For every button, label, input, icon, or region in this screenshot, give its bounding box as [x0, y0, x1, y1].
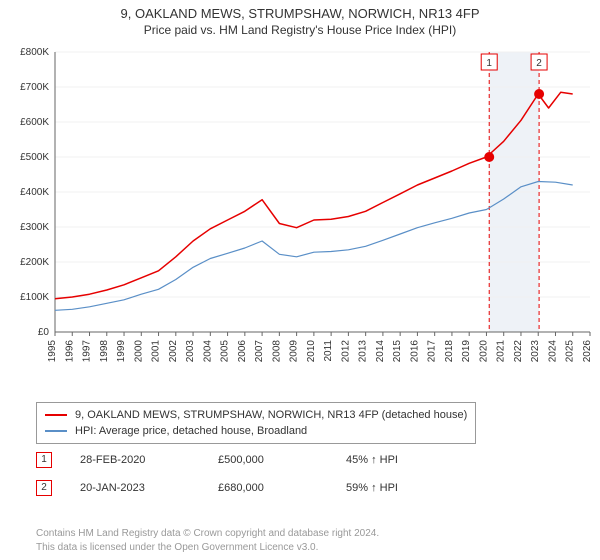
svg-text:£300K: £300K	[20, 222, 49, 233]
annotation-pct: 59% ↑ HPI	[346, 482, 446, 494]
legend-label: HPI: Average price, detached house, Broa…	[75, 425, 307, 437]
legend: 9, OAKLAND MEWS, STRUMPSHAW, NORWICH, NR…	[36, 402, 476, 444]
svg-text:2017: 2017	[427, 340, 438, 363]
svg-text:2001: 2001	[151, 340, 162, 363]
svg-text:2015: 2015	[392, 340, 403, 363]
annotation-price: £500,000	[218, 454, 318, 466]
svg-text:£700K: £700K	[20, 82, 49, 93]
chart-area: £0 £100K £200K £300K £400K £500K £600K £700K £80…	[0, 42, 600, 392]
annotation-marker-1: 1	[36, 452, 52, 468]
svg-text:£500K: £500K	[20, 152, 49, 163]
chart-title: 9, OAKLAND MEWS, STRUMPSHAW, NORWICH, NR…	[0, 0, 600, 21]
svg-text:1: 1	[486, 58, 492, 69]
svg-text:2006: 2006	[237, 340, 248, 363]
svg-text:£100K: £100K	[20, 292, 49, 303]
svg-text:1999: 1999	[116, 340, 127, 363]
svg-text:1996: 1996	[64, 340, 75, 363]
svg-text:2025: 2025	[565, 340, 576, 363]
svg-text:2012: 2012	[340, 340, 351, 363]
annotation-date: 20-JAN-2023	[80, 482, 190, 494]
footer-text: Contains HM Land Registry data © Crown c…	[36, 527, 379, 554]
svg-text:£400K: £400K	[20, 187, 49, 198]
line-chart: £0 £100K £200K £300K £400K £500K £600K £700K £80…	[0, 42, 600, 392]
legend-swatch-hpi	[45, 430, 67, 432]
svg-text:2023: 2023	[530, 340, 541, 363]
annotation-row: 2 20-JAN-2023 £680,000 59% ↑ HPI	[36, 480, 446, 496]
svg-text:2002: 2002	[168, 340, 179, 363]
legend-swatch-property	[45, 414, 67, 416]
svg-text:2007: 2007	[254, 340, 265, 363]
legend-item: HPI: Average price, detached house, Broa…	[45, 423, 467, 439]
legend-item: 9, OAKLAND MEWS, STRUMPSHAW, NORWICH, NR…	[45, 407, 467, 423]
svg-text:2024: 2024	[547, 340, 558, 363]
svg-text:£200K: £200K	[20, 257, 49, 268]
svg-text:2004: 2004	[202, 340, 213, 363]
svg-text:2014: 2014	[375, 340, 386, 363]
annotation-date: 28-FEB-2020	[80, 454, 190, 466]
svg-text:2013: 2013	[358, 340, 369, 363]
svg-text:1995: 1995	[47, 340, 58, 363]
svg-text:2000: 2000	[133, 340, 144, 363]
annotation-price: £680,000	[218, 482, 318, 494]
svg-text:2011: 2011	[323, 340, 334, 362]
svg-text:2008: 2008	[271, 340, 282, 363]
svg-text:2: 2	[536, 58, 542, 69]
svg-text:2021: 2021	[496, 340, 507, 363]
legend-label: 9, OAKLAND MEWS, STRUMPSHAW, NORWICH, NR…	[75, 409, 467, 421]
svg-text:2010: 2010	[306, 340, 317, 363]
svg-text:2009: 2009	[289, 340, 300, 363]
svg-text:2003: 2003	[185, 340, 196, 363]
annotation-pct: 45% ↑ HPI	[346, 454, 446, 466]
svg-text:2018: 2018	[444, 340, 455, 363]
annotation-row: 1 28-FEB-2020 £500,000 45% ↑ HPI	[36, 452, 446, 468]
annotation-marker-2: 2	[36, 480, 52, 496]
svg-text:£800K: £800K	[20, 47, 49, 58]
footer-line2: This data is licensed under the Open Gov…	[36, 541, 379, 555]
svg-text:2016: 2016	[409, 340, 420, 363]
svg-text:1997: 1997	[82, 340, 93, 363]
svg-text:2020: 2020	[478, 340, 489, 363]
svg-text:£600K: £600K	[20, 117, 49, 128]
svg-text:£0: £0	[38, 327, 50, 338]
svg-text:2026: 2026	[582, 340, 593, 363]
svg-text:2022: 2022	[513, 340, 524, 363]
footer-line1: Contains HM Land Registry data © Crown c…	[36, 527, 379, 541]
figure-container: 9, OAKLAND MEWS, STRUMPSHAW, NORWICH, NR…	[0, 0, 600, 560]
svg-text:2005: 2005	[220, 340, 231, 363]
svg-text:2019: 2019	[461, 340, 472, 363]
chart-subtitle: Price paid vs. HM Land Registry's House …	[0, 21, 600, 43]
svg-text:1998: 1998	[99, 340, 110, 363]
